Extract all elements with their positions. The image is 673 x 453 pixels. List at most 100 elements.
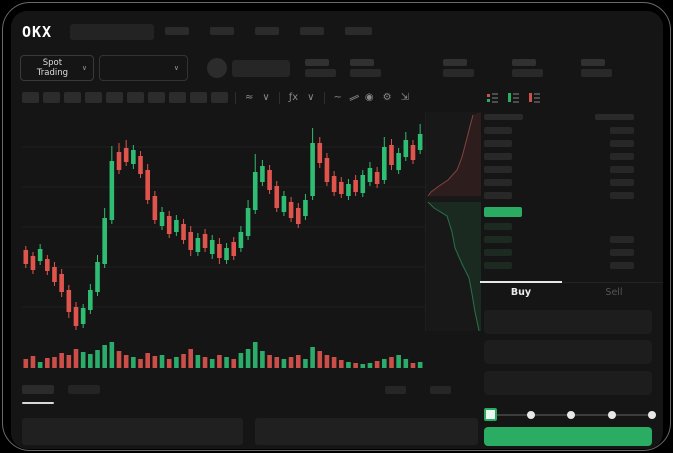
- volume-bars: [23, 342, 423, 368]
- amount-placeholder: [610, 236, 634, 243]
- line-tool-icon[interactable]: ∼: [333, 91, 342, 103]
- timeframe-pill-placeholder[interactable]: [85, 92, 102, 103]
- orderbook-row[interactable]: [484, 246, 634, 259]
- timeframe-pills: [22, 92, 228, 103]
- timeframe-pill-placeholder[interactable]: [169, 92, 186, 103]
- separator-divider: [235, 91, 236, 104]
- amount-placeholder: [610, 249, 634, 256]
- orderbook-asks[interactable]: [484, 124, 634, 202]
- stat-value-placeholder: [443, 69, 474, 77]
- price-stats: [305, 59, 381, 77]
- stat-label-placeholder: [512, 59, 536, 66]
- stat-label-placeholder: [350, 59, 374, 66]
- orderbook-amount-header-placeholder: [595, 114, 634, 120]
- stat-label-placeholder: [581, 59, 605, 66]
- slider-stop-dot[interactable]: [526, 411, 535, 419]
- orderbook-row[interactable]: [484, 124, 634, 137]
- orderbook-row[interactable]: [484, 220, 634, 233]
- orderbook-bids[interactable]: [484, 220, 634, 272]
- timeframe-pill-placeholder[interactable]: [211, 92, 228, 103]
- draw-tool-icon[interactable]: ∥: [347, 92, 360, 102]
- orderbook-row[interactable]: [484, 150, 634, 163]
- candle-style-icon[interactable]: ≈: [245, 91, 254, 103]
- pair-name-placeholder: [232, 60, 290, 77]
- amount-slider-handle[interactable]: [484, 408, 497, 421]
- orderbook-row[interactable]: [484, 176, 634, 189]
- orderbook-row[interactable]: [484, 137, 634, 150]
- stat-pair-placeholder: [581, 59, 612, 77]
- order-input-placeholder[interactable]: [484, 371, 652, 395]
- timeframe-pill-placeholder[interactable]: [64, 92, 81, 103]
- settings-gear-icon[interactable]: ⚙: [382, 91, 392, 103]
- stat-label-placeholder: [305, 59, 329, 66]
- fullscreen-icon[interactable]: ⇲: [400, 91, 409, 103]
- orderbook-last-price[interactable]: [484, 207, 522, 217]
- timeframe-pill-placeholder[interactable]: [22, 92, 39, 103]
- stat-pair-placeholder: [305, 59, 336, 77]
- price-placeholder: [484, 140, 512, 147]
- chevron-down-icon: ∨: [173, 63, 179, 72]
- stat-pair-placeholder: [443, 59, 474, 77]
- market-type-label: Spot Trading: [36, 58, 69, 78]
- candlestick-chart[interactable]: [22, 112, 425, 332]
- orderbook-row[interactable]: [484, 233, 634, 246]
- chevron-down-icon: ∨: [81, 63, 87, 72]
- tab-buy[interactable]: Buy: [510, 287, 532, 298]
- buy-submit-button[interactable]: [484, 427, 652, 446]
- amount-placeholder: [610, 153, 634, 160]
- chart-tool-icons: ≈ ∨ ƒx ∨ ∼ ∥ ◉ ⚙ ⇲: [235, 90, 409, 105]
- orderbook-view-buys-icon[interactable]: [507, 91, 520, 104]
- orderbook-view-all-icon[interactable]: [486, 91, 499, 104]
- chevron-down-icon[interactable]: ∨: [262, 91, 270, 103]
- tab-sell[interactable]: Sell: [605, 287, 623, 298]
- timeframe-pill-placeholder[interactable]: [190, 92, 207, 103]
- nav-item-placeholder[interactable]: [255, 27, 279, 35]
- slider-stop-dot[interactable]: [607, 411, 616, 419]
- timeframe-pill-placeholder[interactable]: [43, 92, 60, 103]
- price-placeholder: [484, 166, 512, 173]
- price-placeholder: [484, 223, 512, 230]
- amount-placeholder: [610, 262, 634, 269]
- price-placeholder: [484, 179, 512, 186]
- order-input-placeholder[interactable]: [484, 310, 652, 334]
- stat-label-placeholder: [443, 59, 467, 66]
- amount-placeholder: [610, 140, 634, 147]
- timeframe-pill-placeholder[interactable]: [106, 92, 123, 103]
- nav-item-placeholder[interactable]: [300, 27, 324, 35]
- bottom-tab-active[interactable]: [22, 385, 54, 394]
- buy-tab-indicator: [480, 281, 562, 283]
- orderbook-view-sells-icon[interactable]: [528, 91, 541, 104]
- nav-item-placeholder[interactable]: [210, 27, 234, 35]
- timeframe-pill-placeholder[interactable]: [127, 92, 144, 103]
- nav-item-placeholder[interactable]: [345, 27, 372, 35]
- bottom-link-placeholder[interactable]: [385, 386, 406, 394]
- slider-stop-dot[interactable]: [648, 411, 656, 419]
- history-table-placeholder: [255, 418, 478, 445]
- camera-icon[interactable]: ◉: [364, 91, 374, 103]
- slider-stop-dot[interactable]: [567, 411, 575, 419]
- orderbook-row[interactable]: [484, 259, 634, 272]
- coin-icon: [207, 58, 227, 78]
- order-input-placeholder[interactable]: [484, 340, 652, 364]
- separator-divider: [278, 91, 280, 104]
- okx-logo: OKX: [22, 23, 53, 41]
- separator-divider: [323, 91, 325, 104]
- stat-value-placeholder: [350, 69, 381, 77]
- bottom-tab[interactable]: [68, 385, 100, 394]
- orderbook-row[interactable]: [484, 163, 634, 176]
- price-placeholder: [484, 153, 512, 160]
- pair-selector[interactable]: ∨: [99, 55, 188, 81]
- price-placeholder: [484, 249, 512, 256]
- market-type-selector[interactable]: Spot Trading ∨: [20, 55, 94, 81]
- orderbook-row[interactable]: [484, 189, 634, 202]
- orders-table-placeholder: [22, 418, 243, 445]
- price-placeholder: [484, 127, 512, 134]
- indicators-icon[interactable]: ƒx: [288, 91, 299, 103]
- search-bar-placeholder[interactable]: [70, 24, 154, 40]
- timeframe-pill-placeholder[interactable]: [148, 92, 165, 103]
- bottom-link-placeholder[interactable]: [430, 386, 451, 394]
- nav-item-placeholder[interactable]: [165, 27, 189, 35]
- chevron-down-icon[interactable]: ∨: [307, 91, 315, 103]
- stat-value-placeholder: [305, 69, 336, 77]
